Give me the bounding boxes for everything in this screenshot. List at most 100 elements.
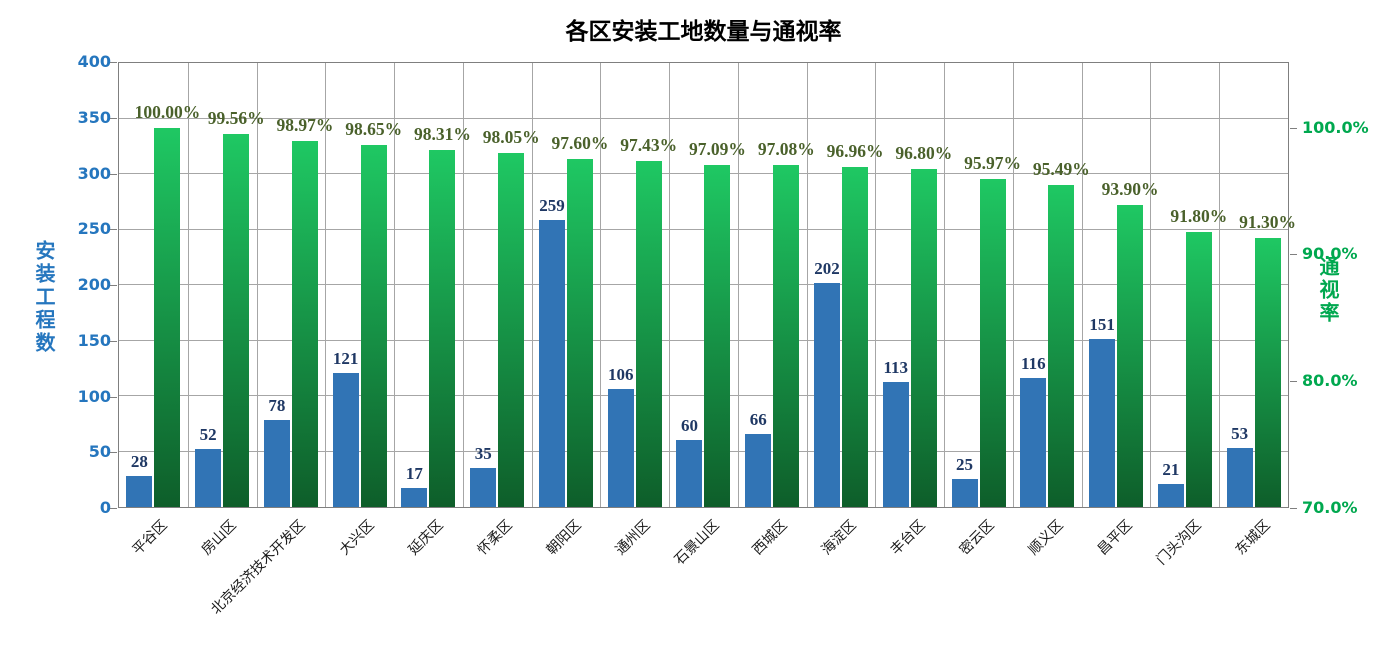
green-bar-pct-label: 97.60% [551,132,609,153]
y-left-tick-label: 100 [77,386,111,406]
y-left-tick-label: 350 [77,107,111,127]
blue-bar-install-count [195,449,222,507]
gridline-vertical [462,63,464,507]
blue-bar-value-label: 17 [405,464,423,484]
green-bar-pct-label: 98.65% [345,119,403,140]
blue-bar-value-label: 35 [474,444,492,464]
bar-group: 52 99.56% [188,63,265,507]
gridline-vertical [806,63,808,507]
green-bar-visibility-rate [773,165,800,507]
gridline-vertical [944,63,946,507]
y-right-tick-label: 100.0% [1302,117,1369,137]
green-bar-pct-label: 91.80% [1170,205,1228,226]
green-bar-visibility-rate [1048,185,1075,507]
blue-bar-install-count [607,389,634,507]
blue-bar-value-label: 113 [883,357,909,377]
blue-bar-value-label: 21 [1162,459,1180,479]
left-axis-tick-mark [110,285,117,286]
x-axis-category-label: 丰台区 [887,517,929,559]
left-axis-tick-mark [110,340,117,342]
gridline-vertical [394,63,396,507]
blue-bar-install-count [470,468,497,507]
green-bar-pct-label: 95.49% [1032,159,1090,180]
right-axis-title: 通视率 [1316,256,1340,325]
x-axis-category-label: 房山区 [198,517,240,559]
green-bar-visibility-rate [842,166,869,507]
blue-bar-value-label: 25 [956,455,974,475]
left-axis-tick-mark [110,452,117,454]
gridline-vertical [1012,63,1014,507]
blue-bar-install-count [538,219,565,507]
blue-bar-install-count [1157,483,1184,507]
bar-group: 35 98.05% [463,63,540,507]
blue-bar-value-label: 66 [749,409,767,429]
y-right-tick-label: 90.0% [1302,244,1358,264]
y-left-tick-label: 400 [77,52,111,71]
bar-group: 113 96.80% [875,63,952,507]
gridline-horizontal [119,173,1288,174]
green-bar-visibility-rate [566,158,593,507]
gridline-horizontal [119,228,1288,230]
right-axis-tick-mark [1290,127,1297,129]
gridline-vertical [325,63,327,507]
green-bar-pct-label: 96.80% [895,142,953,163]
blue-bar-install-count [1020,378,1047,507]
gridline-horizontal [119,395,1288,396]
bar-group: 21 91.80% [1150,63,1227,507]
left-axis-tick-mark [110,508,117,509]
right-axis-tick-mark [1290,254,1297,256]
green-bar-visibility-rate [498,152,525,507]
blue-bar-install-count [1089,339,1116,507]
green-bar-visibility-rate [291,141,318,507]
right-axis-tick-mark [1290,508,1297,509]
blue-bar-value-label: 121 [332,348,359,368]
blue-bar-install-count [676,440,703,507]
green-bar-pct-label: 98.05% [482,126,540,147]
bar-group: 78 98.97% [257,63,333,507]
gridline-vertical [1150,63,1152,507]
x-axis-category-label: 昌平区 [1094,517,1136,559]
blue-bar-value-label: 28 [130,451,148,471]
chart-title: 各区安装工地数量与通视率 [565,19,842,45]
bar-group: 25 95.97% [944,63,1021,507]
bar-group: 106 97.43% [600,63,677,507]
x-axis-category-label: 密云区 [956,517,998,559]
gridline-vertical [1219,63,1221,507]
green-bar-pct-label: 91.30% [1239,212,1297,233]
blue-bar-install-count [814,282,841,507]
blue-bar-value-label: 259 [539,195,565,215]
x-axis-category-label: 通州区 [612,517,654,559]
gridline-vertical [256,63,258,507]
green-bar-pct-label: 97.08% [757,139,815,160]
y-left-tick-label: 0 [99,498,111,517]
left-axis-tick-mark [110,229,117,231]
green-bar-visibility-rate [635,160,662,507]
left-axis-tick-mark [110,173,117,175]
green-bar-pct-label: 98.97% [276,115,334,136]
y-left-tick-label: 250 [77,219,111,239]
green-bar-visibility-rate [979,179,1006,507]
blue-bar-install-count [401,488,428,507]
blue-bar-install-count [951,479,978,507]
y-right-tick-label: 70.0% [1302,498,1358,517]
gridline-vertical [1081,63,1083,507]
gridline-horizontal [119,117,1288,119]
green-bar-visibility-rate [154,128,181,507]
x-axis-category-label: 顺义区 [1025,517,1067,559]
gridline-vertical [600,63,602,507]
green-bar-visibility-rate [1254,238,1281,507]
blue-bar-value-label: 53 [1231,424,1249,444]
y-left-tick-label: 200 [77,275,111,294]
blue-bar-install-count [745,433,772,507]
left-axis-title: 安装工程数 [32,240,56,355]
bar-group: 53 91.30% [1219,63,1296,507]
blue-bar-install-count [332,372,359,507]
left-axis-tick-mark [110,396,117,398]
green-bar-visibility-rate [910,168,937,507]
x-axis-category-label: 朝阳区 [543,517,585,559]
x-axis-category-label: 石景山区 [671,517,723,569]
blue-bar-value-label: 78 [268,396,286,416]
green-bar-pct-label: 100.00% [134,102,201,123]
x-axis-category-label: 大兴区 [336,517,378,559]
